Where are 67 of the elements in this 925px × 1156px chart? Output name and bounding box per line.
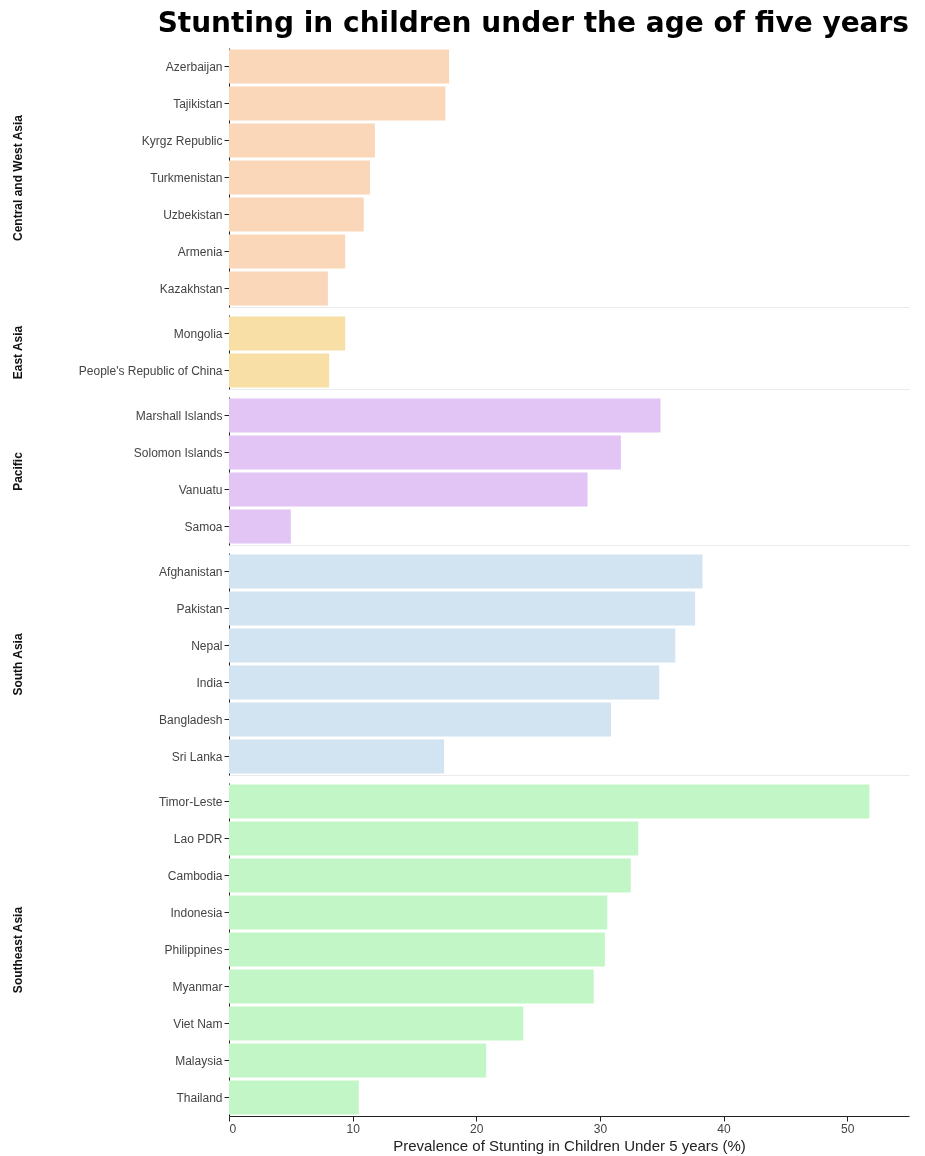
bar — [229, 591, 696, 626]
bar — [229, 234, 346, 269]
y-tick-label: Tajikistan — [173, 96, 223, 111]
y-tick-label: Uzbekistan — [163, 207, 223, 222]
bar — [229, 197, 364, 232]
y-tick-label: People's Republic of China — [78, 363, 223, 378]
y-tick-label: Nepal — [191, 638, 223, 653]
y-tick-label: Solomon Islands — [133, 445, 223, 460]
y-tick-label: India — [196, 675, 223, 690]
bar — [229, 509, 291, 544]
chart-title: Stunting in children under the age of five years — [157, 6, 909, 39]
bar — [229, 1080, 359, 1115]
bar — [229, 271, 328, 306]
y-tick-label: Azerbaijan — [165, 59, 223, 74]
bar — [229, 86, 446, 121]
y-tick-label: Vanuatu — [178, 482, 223, 497]
bar — [229, 932, 605, 967]
x-tick-label: 0 — [229, 1121, 237, 1136]
x-tick-label: 50 — [841, 1121, 855, 1136]
y-tick-label: Kyrgz Republic — [141, 133, 223, 148]
y-tick-label: Sri Lanka — [171, 749, 223, 764]
y-tick-label: Indonesia — [170, 905, 223, 920]
bar — [229, 858, 631, 893]
y-tick-label: Armenia — [177, 244, 223, 259]
bar — [229, 702, 612, 737]
bar — [229, 1043, 487, 1078]
y-tick-label: Samoa — [184, 519, 223, 534]
bar — [229, 472, 588, 507]
bar — [229, 1006, 524, 1041]
bar — [229, 554, 703, 589]
y-tick-label: Philippines — [164, 942, 223, 957]
y-tick-label: Viet Nam — [173, 1016, 223, 1031]
bar — [229, 49, 450, 84]
y-axis-title: Central and West Asia — [10, 114, 25, 242]
y-tick-label: Mongolia — [173, 326, 223, 341]
bar — [229, 123, 375, 158]
y-axis-title: Southeast Asia — [10, 906, 25, 994]
bar — [229, 821, 639, 856]
bar — [229, 435, 621, 470]
bar — [229, 160, 370, 195]
x-tick-label: 30 — [593, 1121, 608, 1136]
y-tick-label: Lao PDR — [173, 831, 223, 846]
bar — [229, 969, 594, 1004]
x-tick-label: 10 — [346, 1121, 361, 1136]
y-tick-label: Pakistan — [176, 601, 223, 616]
x-axis-title: Prevalence of Stunting in Children Under 5 years (%) — [393, 1136, 746, 1154]
x-tick-label: 20 — [470, 1121, 484, 1136]
y-axis-title: Pacific — [10, 451, 25, 491]
y-axis-title: East Asia — [10, 325, 25, 380]
y-tick-label: Cambodia — [167, 868, 223, 883]
x-tick-label: 40 — [717, 1121, 732, 1136]
y-tick-label: Myanmar — [172, 979, 223, 994]
bar — [229, 739, 445, 774]
y-tick-label: Timor-Leste — [158, 794, 223, 809]
y-tick-label: Marshall Islands — [135, 408, 223, 423]
y-tick-label: Turkmenistan — [150, 170, 223, 185]
y-axis-title: South Asia — [10, 633, 25, 696]
bar — [229, 628, 676, 663]
y-tick-label: Bangladesh — [159, 712, 223, 727]
y-tick-label: Kazakhstan — [159, 281, 223, 296]
y-tick-label: Malaysia — [175, 1053, 223, 1068]
bar — [229, 398, 661, 433]
bar — [229, 784, 870, 819]
bar — [229, 895, 608, 930]
bar — [229, 665, 660, 700]
y-tick-label: Afghanistan — [159, 564, 223, 579]
y-tick-label: Thailand — [176, 1090, 223, 1105]
